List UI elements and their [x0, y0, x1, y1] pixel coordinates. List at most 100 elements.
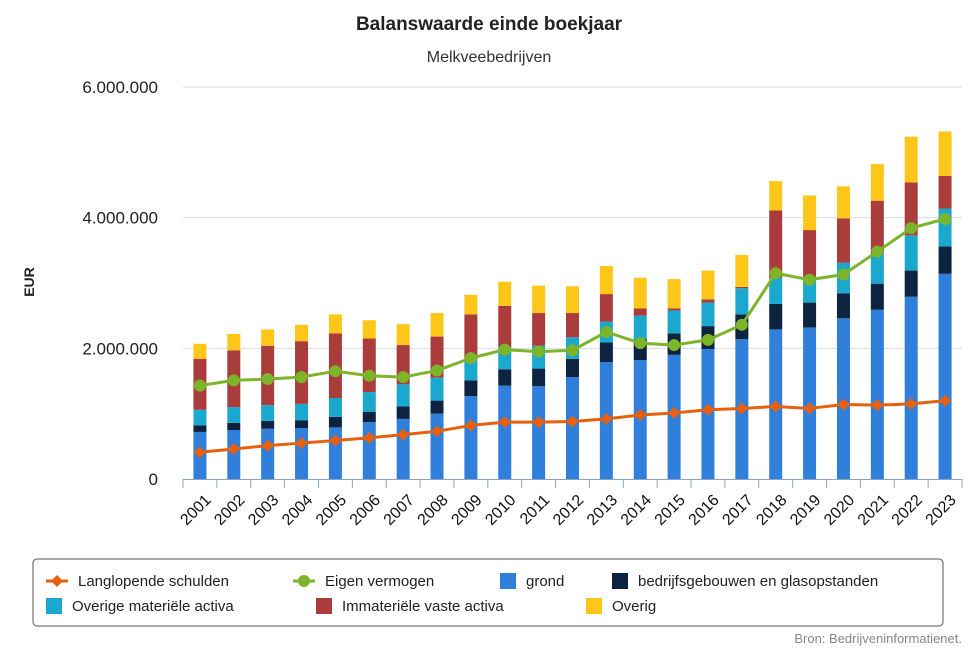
data-point	[871, 399, 884, 412]
bar-segment	[667, 279, 681, 309]
x-tick-label: 2002	[211, 492, 248, 529]
bar-segment	[938, 273, 952, 479]
bar-segment	[396, 418, 410, 479]
x-tick-label: 2010	[482, 492, 519, 529]
legend-box	[32, 558, 944, 627]
bar-segment	[566, 286, 579, 314]
x-tick-label: 2016	[686, 492, 723, 529]
legend-label: grond	[526, 573, 564, 590]
x-tick-label: 2015	[652, 492, 689, 529]
data-point	[634, 408, 647, 421]
bar-segment	[498, 385, 512, 479]
x-tick-label: 2023	[923, 492, 960, 529]
data-point	[261, 373, 274, 386]
legend-label: Overige materiële activa	[72, 598, 234, 615]
bar-segment	[261, 405, 275, 421]
bar-segment	[193, 343, 207, 359]
bar-segment	[633, 315, 647, 340]
bar-segment	[667, 310, 681, 334]
bar-segment	[464, 396, 478, 479]
x-axis	[182, 479, 963, 488]
bar-segment	[464, 380, 478, 397]
x-tick-label: 2017	[719, 492, 756, 529]
bar-segment	[430, 377, 444, 401]
line-series	[193, 212, 952, 459]
legend-label: Immateriële vaste activa	[342, 598, 504, 615]
bar-segment	[227, 422, 241, 430]
bar-segment	[328, 314, 342, 334]
bar-segment	[701, 302, 715, 327]
x-tick-label: 2004	[279, 492, 316, 529]
data-point	[871, 245, 884, 258]
legend-square-swatch	[612, 573, 628, 589]
bar-segment	[599, 294, 613, 322]
data-point	[431, 425, 444, 438]
bar-segment	[735, 286, 749, 289]
bar-segment	[566, 377, 579, 479]
bar-segment	[295, 428, 309, 479]
bar-segment	[193, 409, 207, 426]
bar-segment	[836, 293, 850, 319]
bar-segment	[362, 320, 376, 339]
bar-segment	[803, 230, 817, 277]
bar-segment	[295, 420, 309, 429]
data-point	[464, 352, 477, 365]
x-tick-label: 2020	[821, 492, 858, 529]
x-tick-label: 2008	[415, 492, 452, 529]
legend-label: Eigen vermogen	[325, 573, 434, 590]
bar-segment	[599, 266, 613, 295]
bar-segment	[430, 400, 444, 414]
x-tick-label: 2001	[177, 492, 214, 529]
bar-segment	[396, 406, 410, 419]
data-point	[227, 374, 240, 387]
bar-segment	[735, 288, 749, 315]
data-point	[363, 369, 376, 382]
data-point	[227, 442, 240, 455]
y-axis-ticks: 0 2.000.000 4.000.000 6.000.000	[82, 78, 158, 489]
bar-segment	[667, 308, 681, 311]
bar-segment	[769, 303, 783, 330]
bar-segment	[328, 397, 342, 417]
data-point	[668, 407, 681, 420]
x-tick-label: 2019	[787, 492, 824, 529]
bar-segment	[904, 235, 918, 271]
bar-segment	[836, 186, 850, 219]
bar-segment	[498, 305, 512, 348]
data-point	[397, 428, 410, 441]
bar-segment	[464, 314, 478, 359]
data-point	[566, 344, 579, 357]
legend-marker	[298, 575, 310, 587]
y-tick-label: 6.000.000	[82, 78, 158, 97]
bar-segment	[938, 131, 952, 176]
x-tick-label: 2005	[313, 492, 350, 529]
bar-segment	[227, 407, 241, 423]
data-point	[261, 439, 274, 452]
chart-title: Balanswaarde einde boekjaar	[356, 14, 623, 35]
x-tick-label: 2014	[618, 492, 655, 529]
y-axis-label: EUR	[21, 267, 37, 297]
y-tick-label: 4.000.000	[82, 209, 158, 228]
bar-segment	[396, 384, 410, 407]
data-point	[295, 437, 308, 450]
x-tick-label: 2003	[245, 492, 282, 529]
bar-segment	[193, 425, 207, 432]
data-point	[701, 403, 714, 416]
data-point	[532, 345, 545, 358]
bar-segment	[532, 368, 546, 387]
data-point	[498, 416, 511, 429]
data-point	[939, 394, 952, 407]
data-point	[464, 419, 477, 432]
bar-segment	[803, 195, 817, 231]
bar-segment	[904, 136, 918, 183]
legend-square-swatch	[46, 598, 62, 614]
data-point	[600, 412, 613, 425]
data-point	[735, 318, 748, 331]
x-axis-ticks: 2001200220032004200520062007200820092010…	[177, 492, 959, 529]
data-point	[837, 268, 850, 281]
bar-segment	[295, 324, 309, 342]
x-tick-label: 2009	[448, 492, 485, 529]
data-point	[532, 416, 545, 429]
data-point	[803, 402, 816, 415]
y-tick-label: 0	[149, 470, 158, 489]
